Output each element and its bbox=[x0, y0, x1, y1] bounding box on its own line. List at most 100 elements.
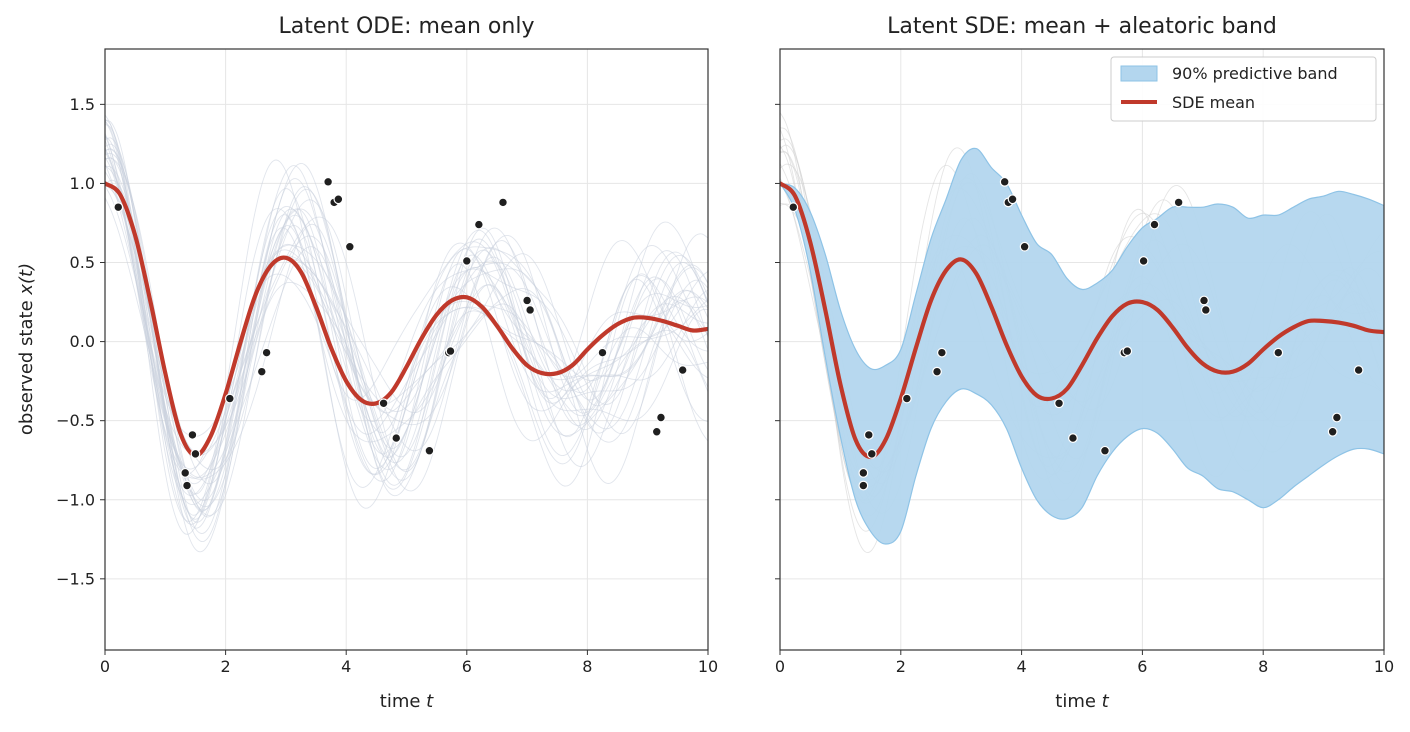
x-axis-label-right: time t bbox=[1055, 691, 1109, 712]
observation-point bbox=[1138, 256, 1149, 266]
observation-point bbox=[651, 426, 662, 437]
observation-point bbox=[788, 202, 799, 213]
x-tick-label: 2 bbox=[896, 657, 906, 676]
observation-point bbox=[1353, 365, 1364, 375]
observation-point bbox=[473, 219, 484, 230]
series-right bbox=[780, 181, 1384, 460]
plot-frame-right bbox=[779, 48, 1385, 651]
sample-trajectory bbox=[105, 147, 708, 456]
x-tick-label: 8 bbox=[1258, 657, 1268, 676]
legend-swatch-band bbox=[1120, 65, 1158, 82]
observation-point bbox=[1100, 445, 1110, 456]
observation-point bbox=[1054, 398, 1064, 409]
sample-trajectory bbox=[105, 197, 708, 509]
observation-point bbox=[1199, 295, 1209, 306]
y-ticks-right bbox=[775, 103, 780, 580]
observation-point bbox=[866, 448, 877, 459]
sample-trajectory bbox=[105, 152, 708, 534]
observation-point bbox=[858, 480, 869, 491]
legend-label-mean: SDE mean bbox=[1172, 93, 1255, 112]
observation-point bbox=[391, 433, 402, 443]
observation-point bbox=[1173, 197, 1184, 208]
predictive-band-area bbox=[780, 147, 1384, 545]
observation-point bbox=[1007, 194, 1018, 205]
x-tick-label: 6 bbox=[462, 657, 472, 676]
sample-trajectory bbox=[105, 118, 708, 535]
sample-trajectory bbox=[105, 143, 708, 520]
observation-point bbox=[344, 241, 355, 252]
y-tick-label: 1.5 bbox=[70, 95, 95, 114]
x-ticks-right: 0 2 4 6 8 10 bbox=[775, 650, 1394, 676]
series-left bbox=[105, 181, 708, 458]
y-tick-label: −1.5 bbox=[56, 569, 95, 588]
observation-point bbox=[597, 347, 608, 358]
observation-point bbox=[333, 194, 344, 205]
observation-point bbox=[323, 176, 334, 187]
observation-point bbox=[378, 398, 389, 409]
observation-point bbox=[656, 412, 666, 423]
sample-trajectories-left bbox=[105, 114, 708, 553]
legend-label-band: 90% predictive band bbox=[1172, 64, 1338, 83]
mean-line bbox=[780, 181, 1384, 460]
observation-point bbox=[461, 256, 472, 266]
sample-trajectory bbox=[105, 135, 708, 471]
observation-point bbox=[445, 346, 456, 356]
y-tick-label: −1.0 bbox=[56, 490, 95, 509]
sample-trajectory bbox=[105, 132, 708, 479]
sample-trajectory bbox=[105, 148, 708, 553]
observation-point bbox=[522, 295, 532, 306]
chart-title-left: Latent ODE: mean only bbox=[279, 14, 535, 39]
observation-point bbox=[858, 467, 869, 478]
x-tick-label: 8 bbox=[582, 657, 592, 676]
x-ticks-left: 0 2 4 6 8 10 bbox=[100, 650, 718, 676]
sample-trajectory bbox=[105, 184, 708, 518]
x-tick-label: 10 bbox=[1374, 657, 1394, 676]
observations-right bbox=[788, 176, 1364, 491]
y-ticks-left: −1.5 −1.0 −0.5 0.0 0.5 1.0 1.5 bbox=[56, 95, 105, 588]
observation-point bbox=[1273, 347, 1284, 358]
observation-point bbox=[932, 366, 942, 377]
observation-point bbox=[936, 347, 947, 358]
observation-point bbox=[1068, 433, 1078, 443]
observations-left bbox=[113, 176, 688, 491]
x-axis-label-left: time t bbox=[380, 691, 434, 712]
sample-trajectory bbox=[105, 179, 708, 523]
y-tick-label: 0.0 bbox=[70, 332, 95, 351]
sample-trajectory bbox=[105, 156, 708, 497]
observation-point bbox=[525, 305, 536, 315]
y-axis-label-left: observed state x(t) bbox=[16, 263, 37, 435]
observation-point bbox=[677, 365, 688, 375]
sample-trajectory bbox=[105, 120, 708, 470]
observation-point bbox=[113, 202, 124, 213]
x-tick-label: 2 bbox=[221, 657, 231, 676]
sample-trajectory bbox=[105, 149, 708, 458]
observation-point bbox=[424, 445, 435, 456]
chart-title-right: Latent SDE: mean + aleatoric band bbox=[887, 14, 1277, 39]
predictive-band bbox=[780, 147, 1384, 545]
observation-point bbox=[1331, 412, 1342, 423]
observation-point bbox=[187, 430, 198, 440]
observation-point bbox=[863, 430, 874, 440]
observation-point bbox=[1122, 346, 1133, 356]
sample-trajectory bbox=[105, 157, 708, 485]
observation-point bbox=[180, 467, 191, 478]
sample-trajectory bbox=[105, 135, 708, 496]
observation-point bbox=[1200, 305, 1211, 315]
panel-latent-ode: 0 2 4 6 8 10 −1.5 −1.0 −0.5 0.0 0.5 1.0 1.5 Latent … bbox=[16, 14, 718, 712]
observation-point bbox=[498, 197, 508, 208]
x-tick-label: 0 bbox=[775, 657, 785, 676]
x-tick-label: 4 bbox=[1017, 657, 1027, 676]
sample-trajectory bbox=[105, 148, 708, 529]
plot-frame-left bbox=[104, 48, 709, 651]
sample-trajectory bbox=[105, 114, 708, 505]
x-tick-label: 6 bbox=[1137, 657, 1147, 676]
legend: 90% predictive band SDE mean bbox=[1110, 56, 1377, 122]
y-tick-label: 0.5 bbox=[70, 253, 95, 272]
observation-point bbox=[1149, 219, 1160, 230]
mean-line bbox=[105, 181, 708, 458]
observation-point bbox=[190, 448, 201, 459]
observation-point bbox=[256, 366, 267, 377]
legend-box bbox=[1110, 56, 1377, 122]
panel-latent-sde: 0 2 4 6 8 10 Latent SDE: mean + aleatoric ban… bbox=[775, 14, 1394, 712]
